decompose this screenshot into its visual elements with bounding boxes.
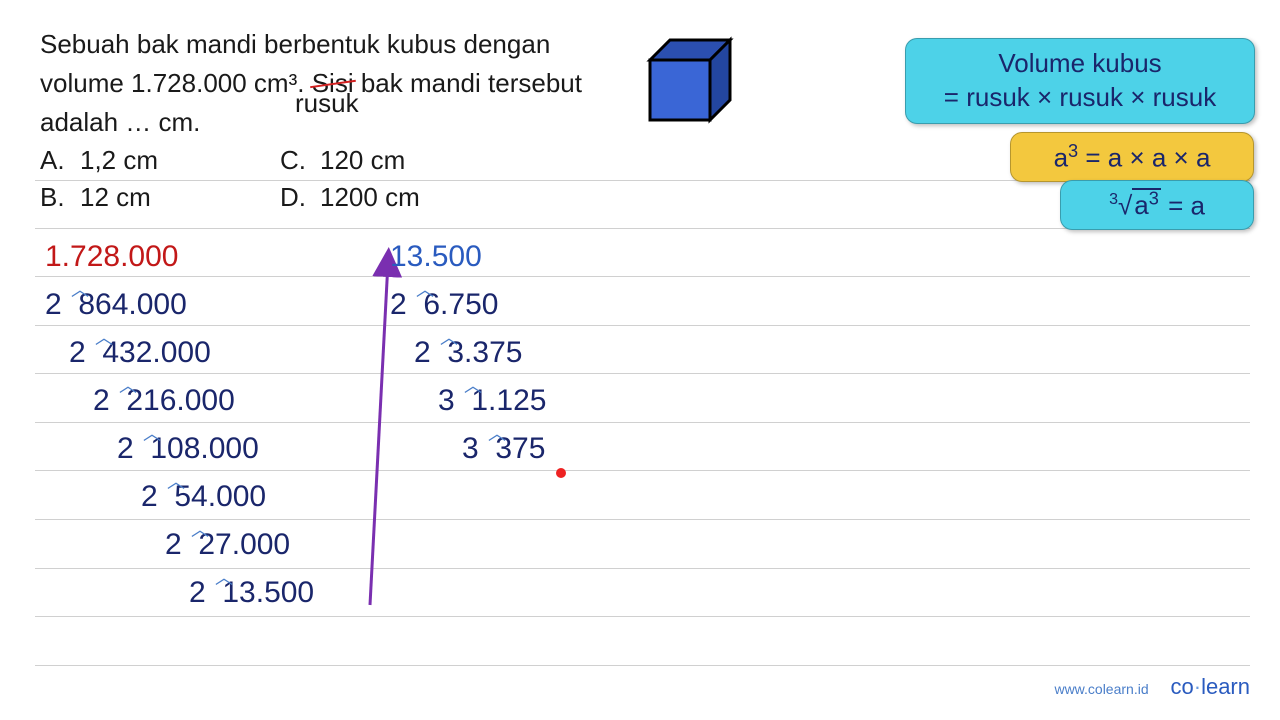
formula1-text: a3 = a × a × a bbox=[1054, 141, 1211, 174]
question-block: Sebuah bak mandi berbentuk kubus dengan … bbox=[40, 25, 600, 142]
factor-tree-2: 13.500︿2 6.750︿2 3.375︿3 1.125︿3 375 bbox=[390, 240, 546, 480]
formula2-text: 3√a3 = a bbox=[1109, 189, 1205, 222]
footer: www.colearn.id co·learn bbox=[1054, 674, 1250, 700]
footer-url: www.colearn.id bbox=[1054, 681, 1148, 697]
q-line1: Sebuah bak mandi berbentuk kubus dengan bbox=[40, 29, 550, 59]
cube-root-formula-box: 3√a3 = a bbox=[1060, 180, 1254, 230]
options-block: A.1,2 cm C.120 cm B.12 cm D.1200 cm bbox=[40, 145, 420, 219]
annotation-rusuk: rusuk bbox=[295, 88, 359, 119]
option-d: 1200 cm bbox=[320, 182, 420, 212]
vol-formula: = rusuk × rusuk × rusuk bbox=[944, 81, 1216, 115]
q-line2a: volume 1.728.000 cm³. bbox=[40, 68, 312, 98]
q-line2b: bak mandi tersebut bbox=[354, 68, 582, 98]
cube-icon bbox=[640, 30, 740, 130]
option-b: 12 cm bbox=[80, 182, 151, 212]
option-c: 120 cm bbox=[320, 145, 405, 175]
option-a: 1,2 cm bbox=[80, 145, 158, 175]
q-line3: adalah … cm. bbox=[40, 107, 200, 137]
cube-power-formula-box: a3 = a × a × a bbox=[1010, 132, 1254, 182]
vol-title: Volume kubus bbox=[998, 47, 1161, 81]
volume-formula-box: Volume kubus = rusuk × rusuk × rusuk bbox=[905, 38, 1255, 124]
brand-logo: co·learn bbox=[1171, 674, 1251, 699]
factor-tree-1: 1.728.000︿2 864.000︿2 432.000︿2 216.000︿… bbox=[45, 240, 314, 624]
laser-pointer-dot bbox=[556, 468, 566, 478]
